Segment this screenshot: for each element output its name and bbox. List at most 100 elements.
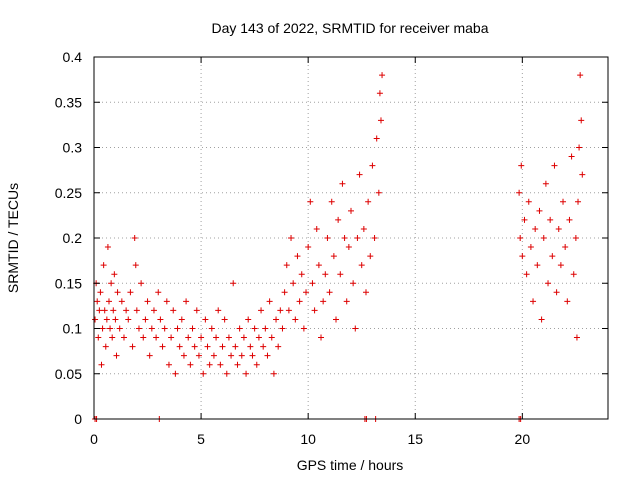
data-point (551, 162, 558, 169)
data-point (243, 370, 250, 377)
data-point (102, 343, 109, 350)
data-point (217, 361, 224, 368)
data-point (247, 343, 254, 350)
data-point (146, 352, 153, 359)
data-point (375, 189, 382, 196)
data-point (337, 271, 344, 278)
data-point (131, 235, 138, 241)
y-tick-label: 0.1 (63, 321, 83, 337)
data-point (183, 298, 190, 305)
data-point (277, 307, 284, 314)
data-point (339, 180, 346, 187)
data-point (103, 316, 110, 323)
data-point (238, 352, 245, 359)
data-point (575, 198, 582, 205)
data-point (576, 144, 583, 151)
data-point (260, 343, 267, 350)
data-point (352, 325, 359, 332)
data-point (118, 298, 125, 305)
data-point (570, 271, 577, 278)
data-point (116, 325, 123, 332)
data-point (108, 280, 115, 287)
data-point (159, 343, 166, 350)
data-point (538, 316, 545, 323)
data-point (189, 325, 196, 332)
data-point (300, 325, 307, 332)
data-point (178, 316, 185, 323)
data-point (133, 307, 140, 314)
data-point (360, 225, 367, 232)
data-point (153, 334, 160, 341)
data-point (165, 361, 172, 368)
data-point (273, 316, 280, 323)
data-point (230, 280, 237, 287)
data-point (379, 72, 386, 79)
data-point (109, 334, 116, 341)
data-point (129, 343, 136, 350)
data-point (307, 198, 314, 205)
data-point (138, 280, 145, 287)
data-point (320, 298, 327, 305)
data-point (578, 117, 585, 124)
data-point (232, 343, 239, 350)
data-point (168, 334, 175, 341)
x-tick-label: 15 (407, 431, 423, 447)
data-point (326, 289, 333, 296)
data-point (318, 334, 325, 341)
data-point (343, 298, 350, 305)
data-point (530, 298, 537, 305)
data-point (345, 244, 352, 251)
data-point (266, 298, 273, 305)
data-point (240, 334, 247, 341)
data-point (264, 352, 271, 359)
y-tick-label: 0.4 (63, 49, 83, 65)
y-tick-label: 0.2 (63, 230, 83, 246)
x-axis-label: GPS time / hours (297, 457, 404, 473)
data-point (142, 316, 149, 323)
data-point (114, 289, 121, 296)
data-point (120, 334, 127, 341)
data-point (112, 316, 119, 323)
data-point (223, 370, 230, 377)
data-point (96, 307, 103, 314)
data-point (104, 244, 111, 251)
y-tick-label: 0.25 (55, 185, 82, 201)
axis-ticks: 0 0.05 0.1 0.15 0.2 0.25 0.3 0.35 0.4 0 5 10 15 20 (55, 49, 608, 447)
data-point (373, 135, 380, 142)
data-point (328, 198, 335, 205)
data-point (275, 343, 282, 350)
data-point (294, 253, 301, 260)
data-point (208, 325, 215, 332)
data-point (350, 280, 357, 287)
data-point (369, 162, 376, 169)
data-point (572, 235, 579, 241)
data-point (577, 72, 584, 79)
data-point (172, 370, 179, 377)
data-point (206, 361, 213, 368)
data-point (262, 325, 269, 332)
data-point (99, 325, 106, 332)
data-point (365, 198, 372, 205)
y-tick-label: 0.05 (55, 366, 82, 382)
data-point (292, 316, 299, 323)
data-point (532, 225, 539, 232)
data-point (525, 198, 532, 205)
data-point (519, 253, 526, 260)
x-tick-label: 5 (197, 431, 205, 447)
data-point (157, 316, 164, 323)
data-point (547, 216, 554, 223)
data-point (279, 325, 286, 332)
data-point (245, 316, 252, 323)
data-point (371, 235, 378, 241)
data-point (333, 316, 340, 323)
data-point (555, 225, 562, 232)
data-point (518, 162, 525, 169)
data-point (517, 235, 524, 241)
data-point (95, 334, 102, 341)
data-point (204, 343, 211, 350)
data-point (193, 307, 200, 314)
data-point (228, 352, 235, 359)
data-point (219, 343, 226, 350)
data-point (298, 271, 305, 278)
data-point (100, 262, 107, 269)
